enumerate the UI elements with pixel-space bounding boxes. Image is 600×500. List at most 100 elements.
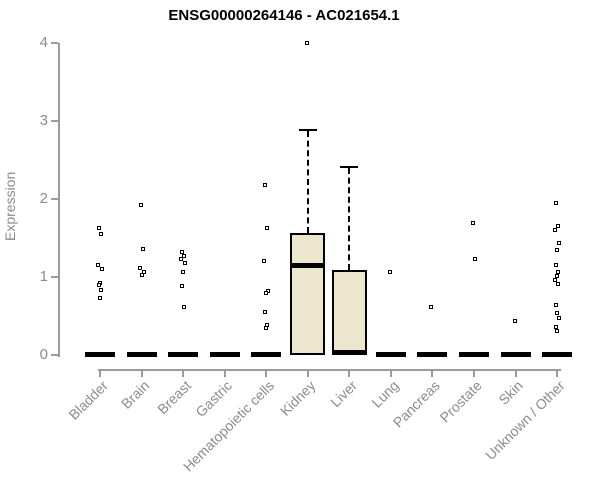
x-axis-tick: [99, 371, 101, 377]
y-axis-tick: [51, 42, 58, 44]
median-line-kidney: [291, 262, 325, 268]
x-axis-tick: [265, 371, 268, 377]
zero-median-bar: [209, 352, 240, 357]
data-point: [182, 304, 187, 309]
data-point: [512, 318, 517, 323]
data-point: [140, 246, 145, 251]
data-point: [264, 291, 269, 296]
data-point: [555, 274, 560, 279]
whisker-cap-liver: [340, 166, 359, 169]
data-point: [98, 296, 102, 301]
data-point: [555, 310, 560, 315]
data-point: [554, 263, 559, 268]
y-axis-tick: [51, 276, 58, 278]
x-axis-category-label-unknown-other: Unknown / Other: [482, 377, 568, 463]
data-point: [470, 221, 475, 226]
x-axis-tick: [431, 371, 434, 377]
x-axis-tick: [306, 371, 309, 377]
data-point: [100, 267, 104, 272]
data-point: [387, 269, 392, 274]
x-axis-tick: [472, 371, 475, 377]
y-axis-tick-label: 4: [39, 34, 48, 51]
zero-median-bar: [542, 352, 573, 357]
zero-median-bar: [417, 352, 448, 357]
data-point: [97, 225, 101, 230]
y-axis-tick: [51, 198, 58, 200]
x-axis-category-label-prostate: Prostate: [436, 377, 485, 426]
data-point: [555, 328, 560, 333]
data-point: [557, 316, 562, 321]
zero-median-bar: [85, 352, 115, 357]
data-point: [556, 224, 561, 229]
chart-title: ENSG00000264146 - AC021654.1: [168, 7, 400, 24]
data-point: [553, 228, 558, 233]
x-axis-tick: [514, 371, 517, 377]
zero-median-bar: [168, 352, 199, 357]
data-point: [182, 253, 187, 258]
data-point: [263, 310, 268, 315]
x-axis-category-label-bladder: Bladder: [65, 377, 111, 423]
median-line-liver: [332, 350, 366, 355]
x-axis-tick: [223, 371, 226, 377]
data-point: [262, 258, 267, 263]
x-axis-tick: [140, 371, 143, 377]
data-point: [181, 270, 186, 275]
y-axis-tick: [51, 354, 58, 356]
data-point: [265, 225, 270, 230]
data-point: [266, 289, 271, 294]
data-point: [183, 260, 188, 265]
x-axis-tick: [348, 371, 351, 377]
box-liver: [331, 269, 367, 355]
x-axis-category-label-brain: Brain: [117, 377, 153, 412]
data-point: [180, 284, 185, 289]
data-point: [179, 257, 184, 262]
x-axis-category-label-kidney: Kidney: [276, 377, 319, 419]
y-axis-label: Expression: [2, 171, 18, 241]
x-axis-category-label-lung: Lung: [368, 377, 402, 411]
data-point: [96, 263, 100, 268]
zero-median-bar: [251, 352, 282, 357]
data-point: [553, 278, 558, 283]
y-axis-line: [58, 43, 60, 357]
whisker-liver: [348, 168, 351, 270]
x-axis-category-label-breast: Breast: [153, 377, 194, 418]
data-point: [263, 182, 268, 187]
data-point: [472, 257, 477, 262]
box-kidney: [290, 233, 326, 355]
data-point: [556, 282, 561, 287]
zero-median-bar: [126, 352, 157, 357]
x-axis-tick: [389, 371, 392, 377]
y-axis-tick-label: 2: [39, 190, 48, 207]
data-point: [557, 240, 562, 245]
outlier-point: [304, 41, 309, 45]
x-axis-category-label-liver: Liver: [327, 377, 360, 411]
whisker-cap-kidney: [298, 129, 317, 132]
data-point: [429, 304, 434, 309]
data-point: [264, 325, 269, 330]
data-point: [554, 303, 559, 308]
data-point: [554, 200, 559, 205]
zero-median-bar: [500, 352, 531, 357]
whisker-kidney: [306, 131, 309, 234]
data-point: [141, 269, 146, 274]
data-point: [555, 247, 560, 252]
data-point: [99, 288, 103, 293]
data-point: [180, 250, 185, 255]
data-point: [139, 273, 144, 278]
x-axis-tick: [182, 371, 185, 377]
zero-median-bar: [375, 352, 406, 357]
data-point: [99, 232, 103, 237]
zero-median-bar: [458, 352, 489, 357]
data-point: [138, 203, 143, 208]
data-point: [556, 270, 561, 275]
x-axis-line: [98, 369, 562, 371]
x-axis-category-label-skin: Skin: [495, 377, 527, 408]
y-axis-tick-label: 3: [39, 112, 48, 129]
y-axis-tick-label: 0: [39, 346, 48, 363]
data-point: [554, 324, 559, 329]
x-axis-tick: [556, 371, 559, 377]
y-axis-tick-label: 1: [39, 268, 48, 285]
y-axis-tick: [51, 120, 58, 122]
data-point: [97, 282, 101, 287]
